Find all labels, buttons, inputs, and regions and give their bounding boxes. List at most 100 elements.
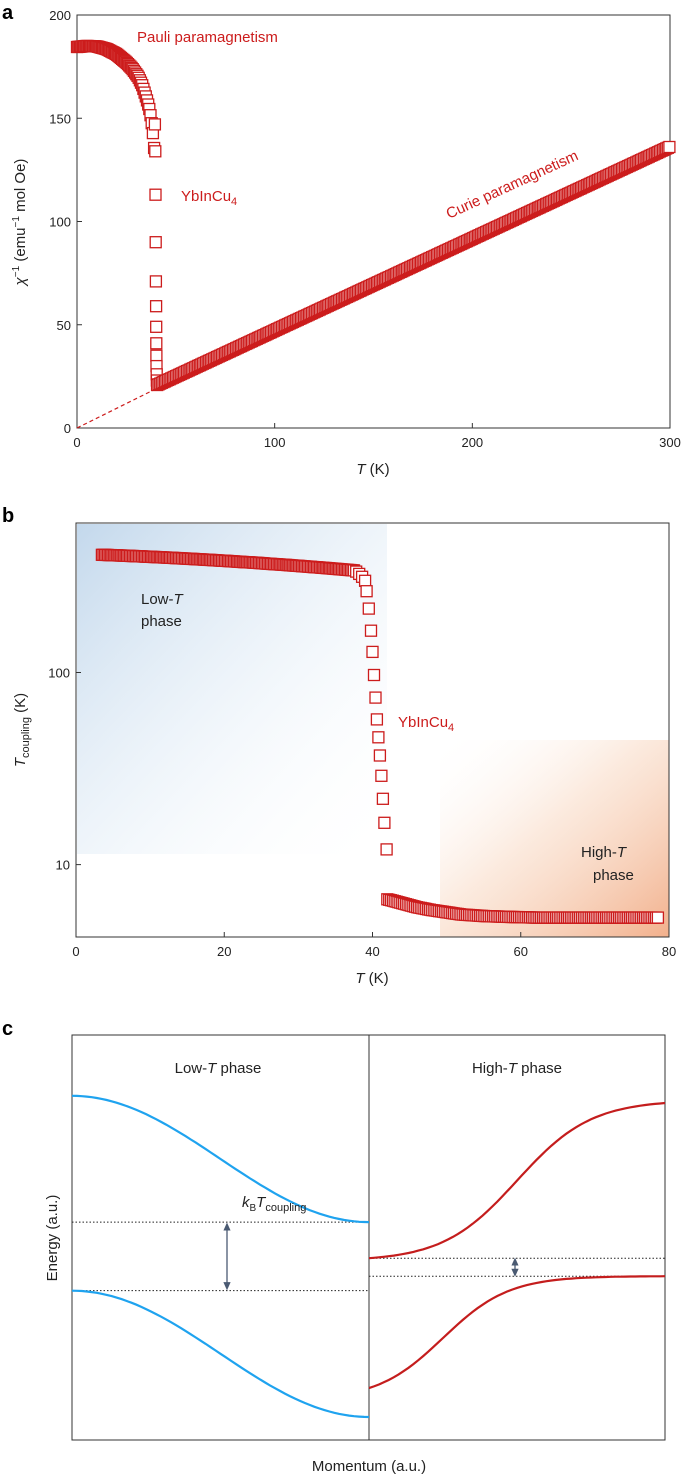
high-t-lower-band: [368, 1275, 666, 1390]
y-axis-sub-b: coupling: [20, 717, 32, 758]
low-t-label-line1: Low-T: [141, 591, 185, 608]
data-point-a: [149, 236, 162, 249]
y-axis-sup2-a: −1: [11, 216, 22, 228]
y-axis-label-b: Tcoupling (K): [12, 693, 32, 767]
x-tick-label-b: 0: [72, 944, 79, 959]
x-axis-unit-a: (K): [366, 461, 390, 478]
panel-label-b: b: [2, 505, 14, 527]
data-point-a: [149, 188, 162, 201]
y-tick-label-b: 10: [56, 858, 70, 873]
x-tick-label-a: 300: [659, 435, 681, 450]
y-tick-label-a: 150: [49, 111, 71, 126]
x-tick-label-a: 0: [73, 435, 80, 450]
y-tick-label-a: 100: [49, 215, 71, 230]
data-point-b: [370, 713, 384, 726]
x-axis-var-b: T: [355, 970, 366, 987]
high-t-phase-shading: [440, 740, 669, 937]
panel-label-c: c: [2, 1018, 13, 1040]
panel-c: Low-T phase High-T phase kBTcoupling Mom…: [44, 1034, 666, 1475]
data-point-a: [149, 300, 163, 313]
data-point-b: [380, 843, 393, 856]
gap-b-sub: B: [250, 1203, 257, 1214]
data-point-a: [663, 140, 676, 154]
data-point-a: [149, 145, 162, 158]
data-point-b: [372, 731, 385, 744]
x-axis-label-c: Momentum (a.u.): [312, 1458, 426, 1475]
data-point-b: [369, 691, 382, 704]
panel-a: 0 100 200 300 0 50 100 150 200 Pauli paramagneti…: [11, 8, 681, 478]
gap-label: kBTcoupling: [242, 1194, 306, 1214]
low-t-phase-shading: [77, 524, 387, 854]
gap-coupling-sub: coupling: [265, 1202, 306, 1214]
y-axis-rest1-a: (emu: [12, 227, 29, 265]
annotation-material-a: YbInCu4: [181, 188, 237, 208]
high-title-phase: phase: [517, 1060, 562, 1077]
x-axis-unit-b: (K): [365, 970, 389, 987]
low-title-phase: phase: [216, 1060, 261, 1077]
y-axis-var-a: χ: [12, 276, 29, 287]
data-point-b: [376, 792, 390, 805]
annotation-pauli: Pauli paramagnetism: [137, 29, 278, 46]
data-point-a: [149, 275, 163, 288]
data-point-b: [358, 574, 372, 587]
low-t-lower-band: [71, 1289, 370, 1419]
data-point-b: [364, 624, 378, 637]
data-point-b: [375, 769, 388, 782]
low-t-upper-band: [71, 1094, 370, 1224]
data-point-b: [360, 585, 373, 598]
high-t-upper-band: [368, 1101, 666, 1260]
low-t-word: Low-: [141, 591, 174, 608]
band-curves: [71, 1094, 666, 1419]
high-t-symbol: T: [617, 844, 628, 861]
panel-label-a: a: [2, 2, 14, 24]
y-axis-label-c: Energy (a.u.): [44, 1195, 61, 1282]
data-point-b: [362, 602, 375, 615]
axis-ticks-b: 0 20 40 60 80 10 100: [48, 665, 676, 959]
data-point-b: [366, 645, 379, 659]
high-title-symbol: T: [508, 1060, 519, 1077]
data-marks-a: [70, 39, 676, 429]
x-axis-var-a: T: [356, 461, 367, 478]
data-point-a: [150, 337, 163, 350]
high-title-word: High-: [472, 1060, 508, 1077]
high-t-label-line1: High-T: [581, 844, 628, 861]
x-axis-label-a: T (K): [356, 461, 389, 478]
y-tick-label-a: 50: [57, 318, 71, 333]
annotation-curie: Curie paramagnetism: [444, 147, 581, 222]
gap-k: k: [242, 1194, 251, 1211]
y-axis-sup-a: −1: [11, 265, 22, 277]
data-point-b: [378, 816, 391, 829]
low-t-label-line2: phase: [141, 613, 182, 630]
x-tick-label-a: 100: [264, 435, 286, 450]
material-a-sub: 4: [231, 196, 237, 208]
material-b-sub: 4: [448, 722, 454, 734]
data-point-a: [150, 349, 163, 362]
material-a-text: YbInCu: [181, 188, 231, 205]
y-axis-unit-b: (K): [12, 693, 29, 717]
data-marks-b: [95, 548, 665, 924]
data-point-b: [373, 749, 387, 762]
low-t-symbol: T: [174, 591, 185, 608]
x-tick-label-b: 20: [217, 944, 231, 959]
gap-t: T: [256, 1194, 267, 1211]
data-point-b: [367, 668, 381, 682]
high-t-phase-title: High-T phase: [472, 1060, 562, 1077]
extrapolation-line: [76, 388, 157, 429]
high-t-label-line2: phase: [593, 867, 634, 884]
high-t-word: High-: [581, 844, 617, 861]
y-axis-rest2-a: mol Oe): [12, 159, 29, 217]
y-tick-label-a: 200: [49, 8, 71, 23]
data-point-a: [150, 320, 163, 333]
x-tick-label-b: 80: [662, 944, 676, 959]
annotation-material-b: YbInCu4: [398, 714, 454, 734]
x-tick-label-b: 40: [365, 944, 379, 959]
x-tick-label-b: 60: [514, 944, 528, 959]
low-t-phase-title: Low-T phase: [175, 1060, 262, 1077]
y-tick-label-b: 100: [48, 665, 70, 680]
y-tick-label-a: 0: [64, 421, 71, 436]
x-axis-label-b: T (K): [355, 970, 388, 987]
material-b-text: YbInCu: [398, 714, 448, 731]
y-axis-label-a: χ−1 (emu−1 mol Oe): [11, 159, 29, 288]
